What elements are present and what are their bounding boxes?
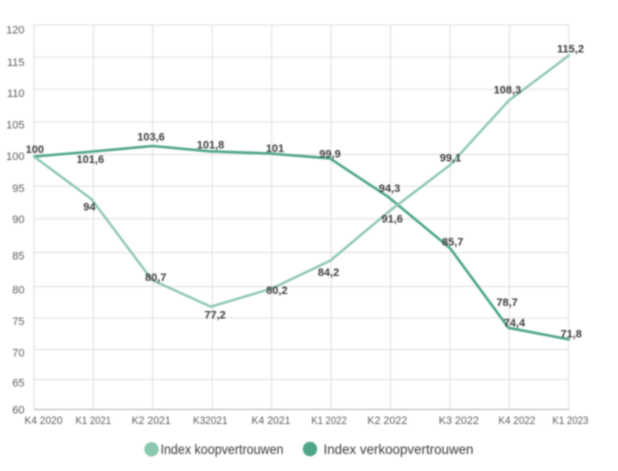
svg-text:70: 70 [12,347,24,359]
svg-text:75: 75 [12,316,24,328]
svg-text:90: 90 [12,214,24,226]
svg-text:101,6: 101,6 [77,154,105,166]
svg-text:K1 2023: K1 2023 [552,415,588,427]
svg-text:K4 2021: K4 2021 [252,415,291,427]
svg-text:95: 95 [12,183,24,195]
svg-text:K1 2021: K1 2021 [76,415,112,427]
svg-text:105: 105 [6,120,24,132]
svg-text:K32021: K32021 [193,415,228,427]
svg-text:84,2: 84,2 [318,267,339,279]
svg-text:85: 85 [12,250,24,262]
svg-text:K4 2022: K4 2022 [498,415,535,427]
svg-text:71,8: 71,8 [560,329,581,341]
svg-text:74,4: 74,4 [504,318,526,330]
svg-text:108,3: 108,3 [494,85,522,97]
svg-text:Index koopvertrouwen: Index koopvertrouwen [161,442,284,457]
svg-text:101,8: 101,8 [197,140,225,152]
svg-text:K4 2020: K4 2020 [25,415,63,427]
svg-text:78,7: 78,7 [496,297,517,309]
svg-text:99,1: 99,1 [440,152,461,164]
svg-text:110: 110 [7,88,25,100]
svg-text:91,6: 91,6 [381,213,402,225]
svg-text:115,2: 115,2 [557,43,584,55]
svg-text:80,2: 80,2 [266,285,287,297]
svg-text:101: 101 [266,143,284,155]
svg-text:100: 100 [26,144,44,156]
svg-text:100: 100 [6,151,24,163]
svg-text:94: 94 [83,201,96,213]
svg-text:K2 2022: K2 2022 [367,415,407,427]
svg-text:103,6: 103,6 [137,132,165,144]
svg-text:Index verkoopvertrouwen: Index verkoopvertrouwen [324,442,474,457]
svg-text:K3 2022: K3 2022 [439,415,479,427]
svg-text:115: 115 [7,57,25,69]
svg-text:80,7: 80,7 [145,272,166,284]
svg-text:60: 60 [12,404,24,416]
svg-text:99,9: 99,9 [319,148,340,160]
svg-text:85,7: 85,7 [442,237,463,249]
svg-text:65: 65 [12,377,24,389]
svg-text:77,2: 77,2 [204,310,225,322]
svg-text:80: 80 [12,284,24,296]
svg-text:K1 2022: K1 2022 [311,415,347,427]
svg-text:94,3: 94,3 [379,183,400,195]
svg-text:120: 120 [6,24,24,36]
svg-text:K2 2021: K2 2021 [132,415,171,427]
